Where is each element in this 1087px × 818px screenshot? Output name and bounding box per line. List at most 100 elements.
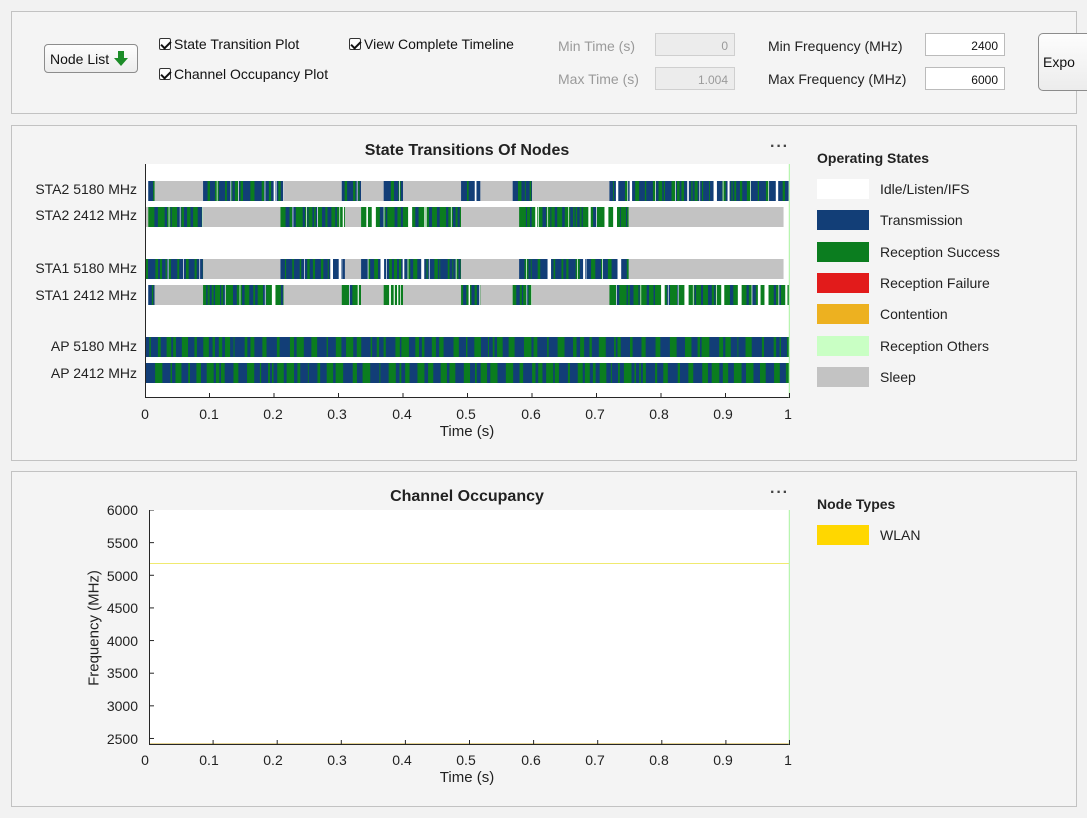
state-segment (532, 181, 610, 201)
idle-sliver (585, 259, 587, 279)
state-stripe (207, 181, 210, 201)
state-stripe (273, 181, 276, 201)
state-stripe (474, 363, 477, 383)
idle-sliver (348, 285, 350, 305)
state-stripe (327, 207, 332, 227)
state-stripe (465, 337, 468, 357)
channel-occupancy-axes[interactable] (149, 510, 790, 745)
checkbox-checked-icon (159, 68, 171, 80)
legend-label: Idle/Listen/IFS (880, 181, 970, 197)
state-stripe (220, 363, 225, 383)
state-stripe (421, 259, 425, 279)
state-stripe (785, 363, 790, 383)
state-stripe (194, 259, 197, 279)
state-stripe (460, 259, 462, 279)
legend-label: Sleep (880, 368, 916, 385)
legend-swatch (817, 525, 869, 545)
state-stripe (684, 285, 689, 305)
state-stripe (326, 363, 334, 383)
state-stripe (215, 363, 220, 383)
more-options-icon[interactable]: ··· (770, 138, 789, 155)
min-frequency-input[interactable] (925, 33, 1005, 56)
legend-swatch (817, 272, 869, 293)
idle-sliver (655, 181, 656, 201)
state-stripe (194, 337, 197, 357)
state-transitions-panel: State Transitions Of Nodes ··· STA2 5180… (11, 125, 1077, 461)
row-label: STA2 5180 MHz (35, 181, 137, 197)
idle-sliver (339, 207, 341, 227)
x-axis-label: Time (s) (439, 423, 495, 440)
state-stripe (468, 285, 470, 305)
min-time-input[interactable] (655, 33, 735, 56)
legend-item: Contention (817, 304, 948, 325)
idle-sliver (183, 259, 184, 279)
y-axis-label: Frequency (MHz) (85, 570, 103, 686)
state-segment (145, 337, 790, 357)
max-frequency-input[interactable] (925, 67, 1005, 90)
state-stripe (626, 259, 629, 279)
node-list-button[interactable]: Node List (44, 44, 138, 73)
state-stripe (727, 181, 730, 201)
state-stripe (358, 181, 360, 201)
state-stripe (356, 337, 362, 357)
state-stripe (311, 337, 318, 357)
complete-timeline-checkbox[interactable]: View Complete Timeline (349, 36, 514, 52)
state-stripe (697, 337, 700, 357)
state-stripe (638, 285, 640, 305)
state-stripe (212, 337, 215, 357)
state-stripe (393, 285, 395, 305)
state-stripe (380, 259, 385, 279)
channel-occupancy-checkbox[interactable]: Channel Occupancy Plot (159, 66, 328, 82)
more-options-icon[interactable]: ··· (770, 484, 789, 501)
state-stripe (761, 337, 765, 357)
y-tick-label: 3000 (106, 698, 138, 714)
state-stripe (234, 181, 238, 201)
legend-swatch (817, 304, 869, 325)
state-stripe (521, 285, 524, 305)
idle-sliver (617, 259, 619, 279)
state-stripe (787, 337, 789, 357)
state-stripe (782, 181, 785, 201)
state-transition-chart (145, 164, 790, 398)
max-time-input[interactable] (655, 67, 735, 90)
state-stripe (719, 337, 724, 357)
state-stripe (557, 337, 565, 357)
idle-sliver (607, 207, 609, 227)
state-plot-title: State Transitions Of Nodes (364, 142, 570, 159)
idle-sliver (750, 181, 751, 201)
x-tick-label: 0.3 (327, 752, 347, 768)
state-stripe (567, 363, 570, 383)
state-stripe (400, 207, 403, 227)
state-stripe (231, 181, 233, 201)
state-stripe (177, 259, 180, 279)
state-stripe (598, 337, 606, 357)
idle-sliver (202, 207, 203, 227)
state-stripe (508, 337, 515, 357)
state-stripe (453, 337, 459, 357)
channel-occupancy-chart (149, 510, 790, 745)
idle-sliver (699, 181, 701, 201)
x-tick-label: 0.8 (649, 752, 669, 768)
state-stripe (626, 207, 628, 227)
state-stripe (610, 363, 612, 383)
state-stripe (240, 181, 244, 201)
state-stripe (284, 259, 287, 279)
state-stripe (701, 181, 704, 201)
state-stripe (278, 181, 281, 201)
x-tick-label: 0.1 (199, 752, 219, 768)
state-stripe (371, 207, 376, 227)
state-segment (145, 207, 149, 227)
legend-swatch (817, 210, 869, 231)
state-transition-axes[interactable] (145, 164, 790, 398)
state-stripe (376, 337, 380, 357)
state-stripe (393, 259, 397, 279)
state-segment (154, 181, 204, 201)
idle-sliver (167, 259, 169, 279)
x-tick-label: 0.6 (521, 752, 541, 768)
export-label: Expo (1043, 54, 1075, 70)
state-stripe (213, 285, 216, 305)
export-button[interactable]: Expo (1038, 33, 1087, 91)
x-tick-label: 0 (141, 406, 149, 422)
state-transition-checkbox[interactable]: State Transition Plot (159, 36, 299, 52)
state-stripe (721, 285, 725, 305)
